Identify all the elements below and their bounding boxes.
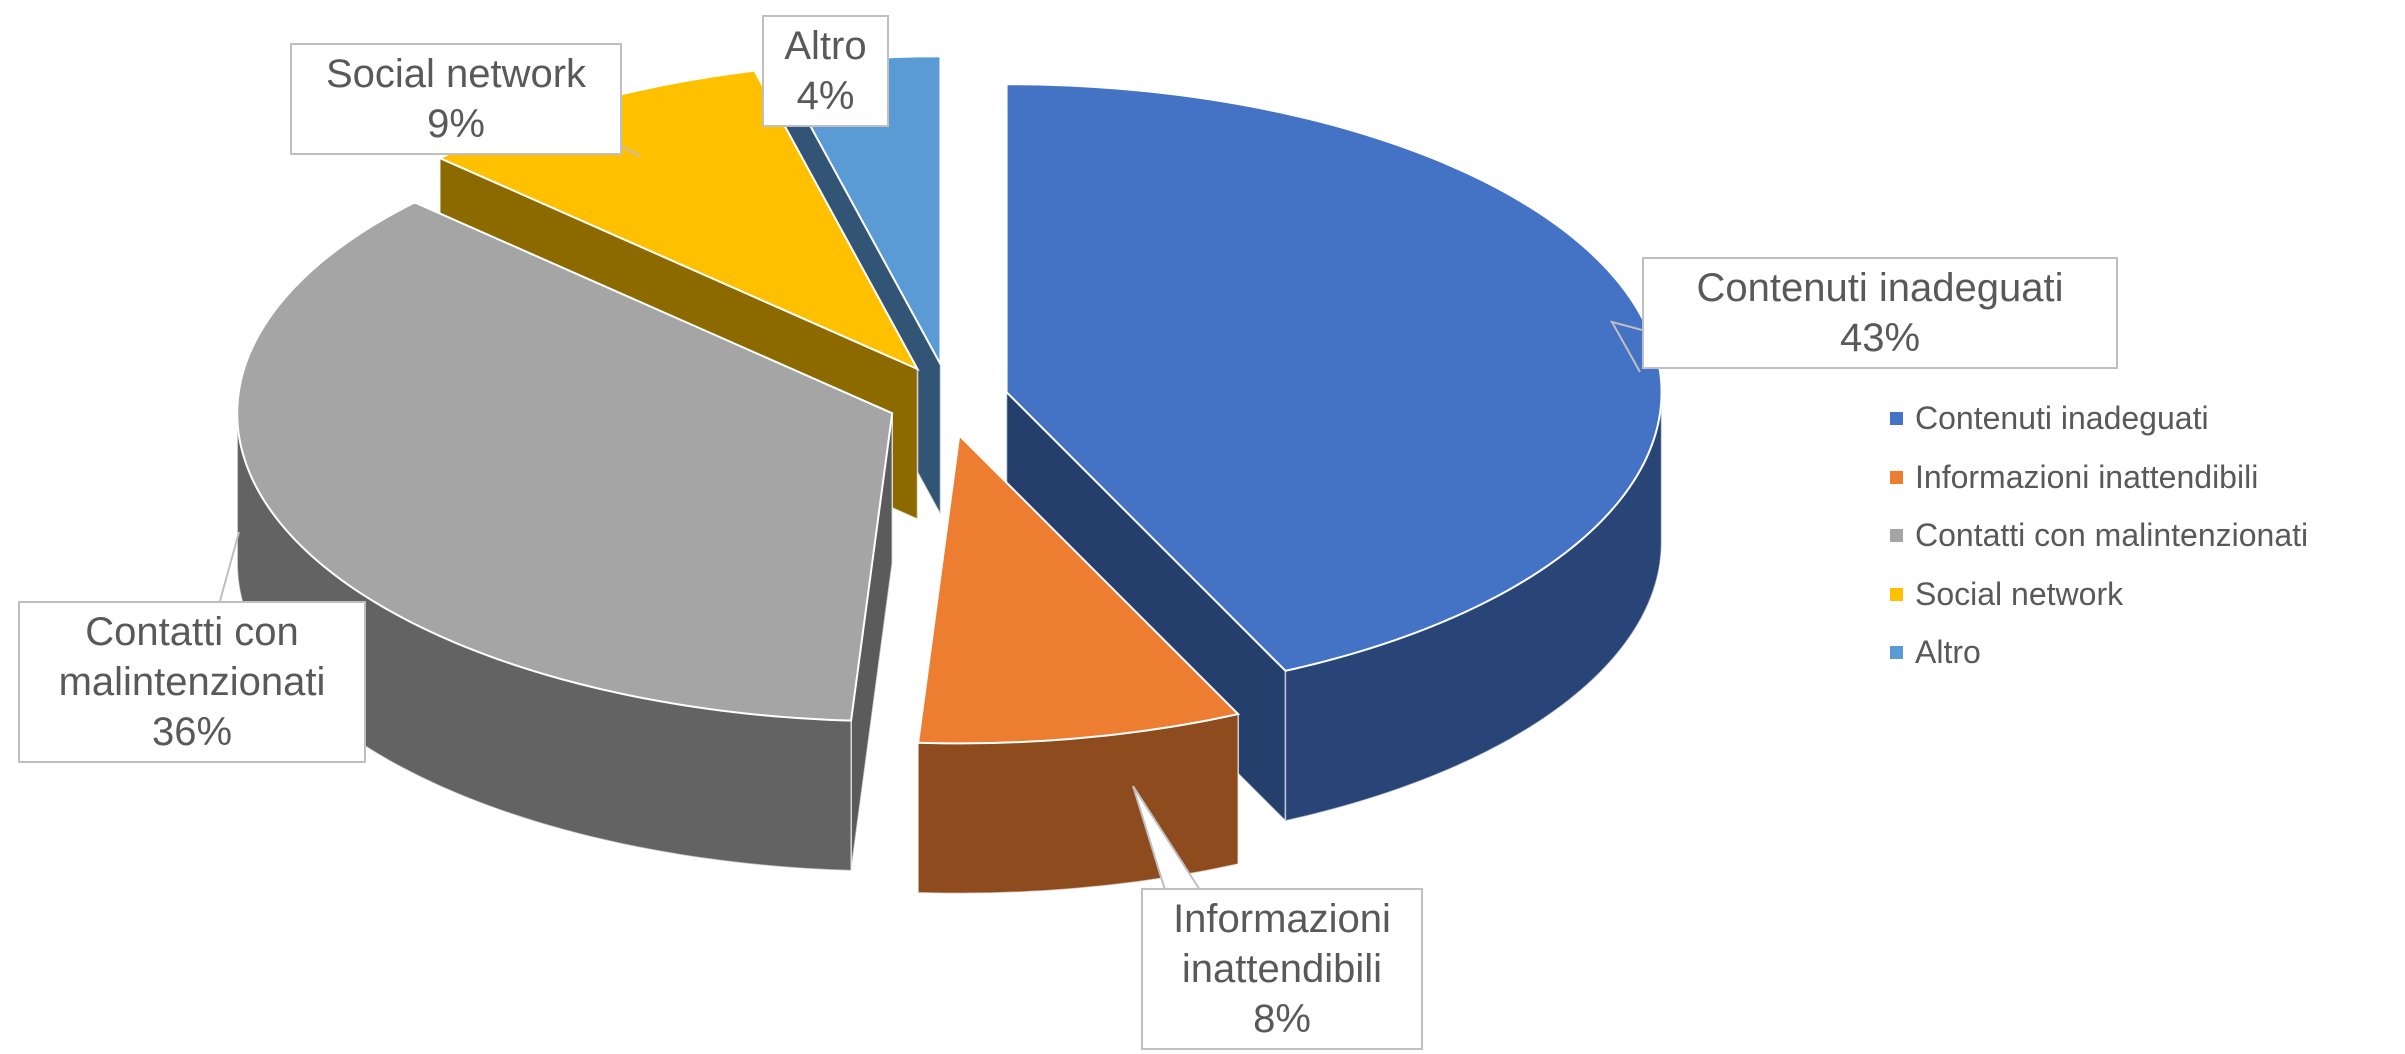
data-label-name: Contenuti inadeguati — [1696, 266, 2064, 310]
legend-label: Informazioni inattendibili — [1915, 458, 2259, 495]
legend-swatch — [1890, 587, 1903, 601]
slice — [236, 201, 894, 722]
legend-swatch — [1890, 470, 1903, 484]
data-label-value: 36% — [151, 710, 233, 754]
legend-item: Informazioni inattendibili — [1890, 459, 2258, 496]
data-label-name: Social network — [325, 52, 587, 96]
legend-item: Social network — [1890, 576, 2123, 613]
legend-label: Contenuti inadeguati — [1915, 400, 2209, 436]
leader-line — [1609, 320, 1643, 373]
data-label: Contenuti inadeguati 43% — [1642, 257, 2118, 369]
data-label-name: Informazioni inattendibili — [1173, 897, 1391, 991]
legend-item: Contatti con malintenzionati — [1890, 517, 2308, 554]
data-label: Informazioni inattendibili 8% — [1141, 888, 1423, 1050]
legend-label: Altro — [1915, 634, 1981, 670]
legend-item: Altro — [1890, 634, 1981, 671]
legend-label: Contatti con malintenzionati — [1915, 517, 2309, 553]
data-label: Contatti con malintenzionati 36% — [18, 601, 366, 763]
legend-label: Social network — [1915, 575, 2124, 612]
leader-line — [620, 145, 641, 157]
leader-line — [1132, 785, 1201, 891]
data-label: Social network 9% — [290, 43, 622, 155]
data-label-value: 9% — [427, 102, 485, 146]
legend-swatch — [1890, 529, 1903, 542]
data-label-name: Contatti con malintenzionati — [58, 610, 326, 704]
legend-swatch — [1890, 646, 1903, 659]
slice — [916, 433, 1241, 745]
data-label-value: 4% — [796, 74, 855, 118]
data-label-value: 8% — [1253, 997, 1311, 1041]
data-label-value: 43% — [1839, 316, 1921, 360]
data-label-name: Altro — [784, 24, 867, 68]
leader-lines — [219, 145, 1643, 891]
leader-line — [219, 531, 240, 602]
legend-swatch — [1890, 412, 1903, 425]
legend-item: Contenuti inadeguati — [1890, 400, 2209, 437]
data-label: Altro 4% — [762, 15, 889, 127]
